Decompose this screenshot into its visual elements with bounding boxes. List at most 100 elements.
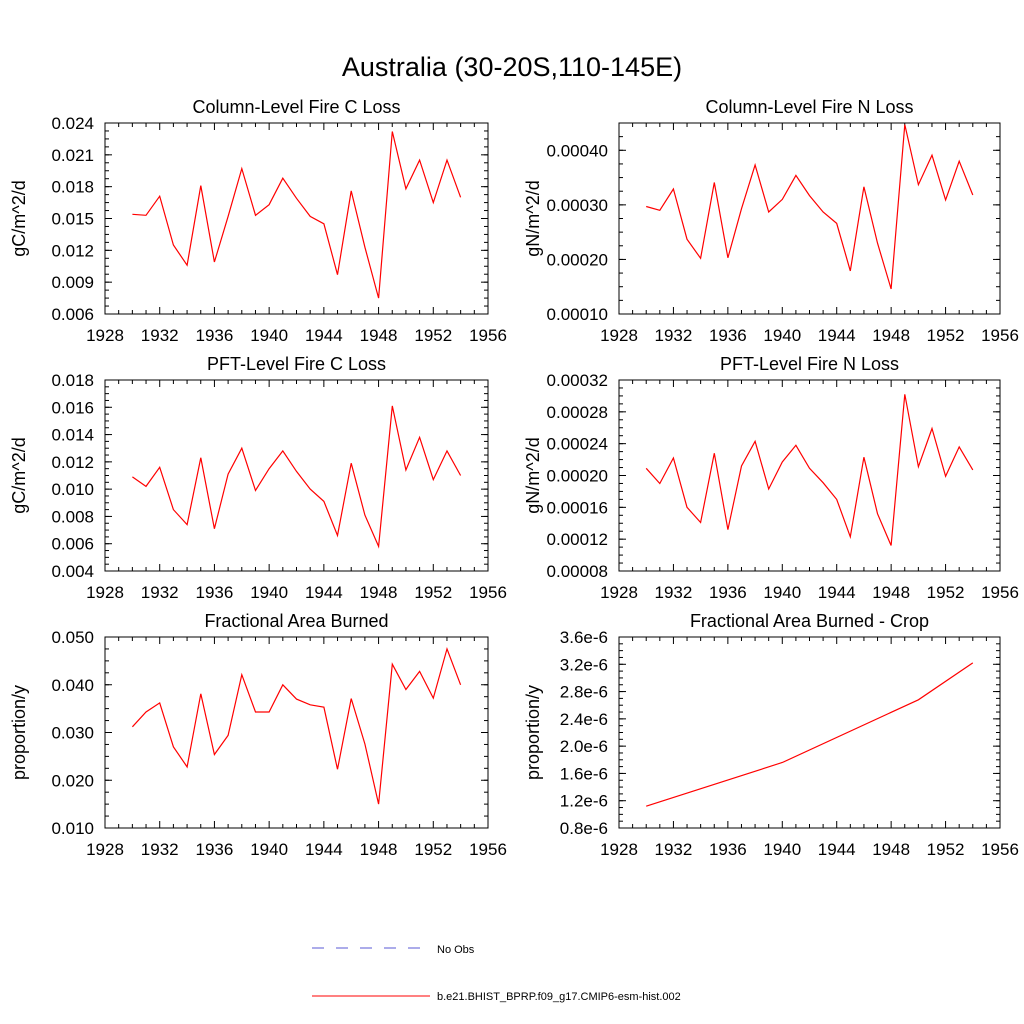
x-tick-label: 1956 <box>981 840 1019 859</box>
y-tick-label: 0.00012 <box>547 530 608 549</box>
panel-title: Fractional Area Burned <box>204 611 388 631</box>
y-tick-label: 0.00010 <box>547 305 608 324</box>
y-tick-label: 0.00040 <box>547 141 608 160</box>
x-tick-label: 1932 <box>141 840 179 859</box>
y-tick-label: 0.040 <box>51 676 94 695</box>
y-tick-label: 0.020 <box>51 771 94 790</box>
x-tick-label: 1948 <box>360 326 398 345</box>
x-tick-label: 1940 <box>763 583 801 602</box>
x-tick-label: 1948 <box>872 840 910 859</box>
series-line <box>132 405 462 549</box>
x-tick-label: 1936 <box>709 326 747 345</box>
y-tick-label: 0.006 <box>51 535 94 554</box>
x-tick-label: 1928 <box>86 840 124 859</box>
y-tick-label: 0.010 <box>51 819 94 838</box>
x-tick-label: 1956 <box>469 583 507 602</box>
main-title: Australia (30-20S,110-145E) <box>342 52 682 82</box>
y-tick-label: 0.006 <box>51 305 94 324</box>
plot-frame <box>618 122 1001 315</box>
x-tick-label: 1952 <box>927 840 965 859</box>
panel-title: Column-Level Fire C Loss <box>192 97 400 117</box>
x-tick-label: 1940 <box>250 326 288 345</box>
y-tick-label: 0.015 <box>51 210 94 229</box>
x-tick-label: 1932 <box>141 326 179 345</box>
panel-5: Fractional Area Burned proportion/y 1928 19… <box>9 611 507 859</box>
x-tick-label: 1940 <box>250 840 288 859</box>
y-tick-label: 0.014 <box>51 426 94 445</box>
series-line <box>646 124 974 290</box>
panel-title: PFT-Level Fire N Loss <box>720 354 899 374</box>
y-tick-label: 0.00030 <box>547 196 608 215</box>
x-tick-label: 1952 <box>927 326 965 345</box>
x-tick-label: 1956 <box>981 583 1019 602</box>
panel-6: Fractional Area Burned - Crop proportion/… <box>523 611 1019 859</box>
x-tick-label: 1944 <box>818 840 856 859</box>
series-line <box>646 662 974 807</box>
series-line <box>132 131 462 299</box>
x-tick-label: 1936 <box>196 840 234 859</box>
series-line <box>645 394 974 546</box>
plot-frame <box>618 379 1001 572</box>
x-tick-label: 1932 <box>655 326 693 345</box>
x-tick-label: 1956 <box>981 326 1019 345</box>
panels: Column-Level Fire C Loss gC/m^2/d 1928 1932… <box>9 97 1019 859</box>
y-axis-label: gN/m^2/d <box>523 437 543 513</box>
panel-4: PFT-Level Fire N Loss gN/m^2/d 1928 1932 193… <box>523 354 1019 602</box>
y-tick-label: 3.6e-6 <box>560 628 608 647</box>
x-tick-label: 1940 <box>763 840 801 859</box>
panel-title: Fractional Area Burned - Crop <box>690 611 929 631</box>
y-tick-label: 1.6e-6 <box>560 764 608 783</box>
panel-title: PFT-Level Fire C Loss <box>207 354 386 374</box>
plot-frame <box>104 122 489 315</box>
y-axis-label: proportion/y <box>523 685 543 780</box>
x-tick-label: 1944 <box>818 583 856 602</box>
y-tick-label: 2.4e-6 <box>560 710 608 729</box>
x-tick-label: 1928 <box>86 583 124 602</box>
x-tick-label: 1932 <box>655 840 693 859</box>
y-axis-label: gC/m^2/d <box>9 180 29 256</box>
series-line <box>131 646 462 805</box>
x-tick-label: 1944 <box>305 326 343 345</box>
x-tick-label: 1952 <box>414 583 452 602</box>
x-tick-label: 1928 <box>86 326 124 345</box>
y-tick-label: 0.009 <box>51 273 94 292</box>
y-tick-label: 0.012 <box>51 241 94 260</box>
y-axis-label: gN/m^2/d <box>523 180 543 256</box>
legend-obs-label: No Obs <box>437 944 475 956</box>
y-tick-label: 0.8e-6 <box>560 819 608 838</box>
x-tick-label: 1928 <box>600 840 638 859</box>
panel-1: Column-Level Fire C Loss gC/m^2/d 1928 1932… <box>9 97 507 345</box>
x-tick-label: 1928 <box>600 326 638 345</box>
x-tick-label: 1944 <box>305 840 343 859</box>
x-tick-label: 1936 <box>709 583 747 602</box>
y-tick-label: 0.021 <box>51 146 94 165</box>
x-tick-label: 1932 <box>141 583 179 602</box>
y-tick-label: 0.050 <box>51 628 94 647</box>
y-tick-label: 0.00016 <box>547 498 608 517</box>
y-axis-label: proportion/y <box>9 685 29 780</box>
x-tick-label: 1956 <box>469 840 507 859</box>
y-tick-label: 0.016 <box>51 398 94 417</box>
y-tick-label: 0.008 <box>51 507 94 526</box>
y-tick-label: 2.8e-6 <box>560 683 608 702</box>
x-tick-label: 1952 <box>927 583 965 602</box>
x-tick-label: 1948 <box>360 583 398 602</box>
y-tick-label: 0.00020 <box>547 250 608 269</box>
y-tick-label: 0.018 <box>51 178 94 197</box>
y-tick-label: 0.012 <box>51 453 94 472</box>
x-tick-label: 1928 <box>600 583 638 602</box>
plot-frame <box>618 636 1001 829</box>
x-tick-label: 1944 <box>818 326 856 345</box>
y-tick-label: 1.2e-6 <box>560 792 608 811</box>
y-tick-label: 2.0e-6 <box>560 737 608 756</box>
y-axis-label: gC/m^2/d <box>9 437 29 513</box>
plot-frame <box>104 636 489 829</box>
x-tick-label: 1932 <box>655 583 693 602</box>
x-tick-label: 1952 <box>414 326 452 345</box>
x-tick-label: 1952 <box>414 840 452 859</box>
y-tick-label: 0.00008 <box>547 562 608 581</box>
y-tick-label: 3.2e-6 <box>560 655 608 674</box>
legend-model-label: b.e21.BHIST_BPRP.f09_g17.CMIP6-esm-hist.… <box>437 991 681 1003</box>
x-tick-label: 1948 <box>872 326 910 345</box>
